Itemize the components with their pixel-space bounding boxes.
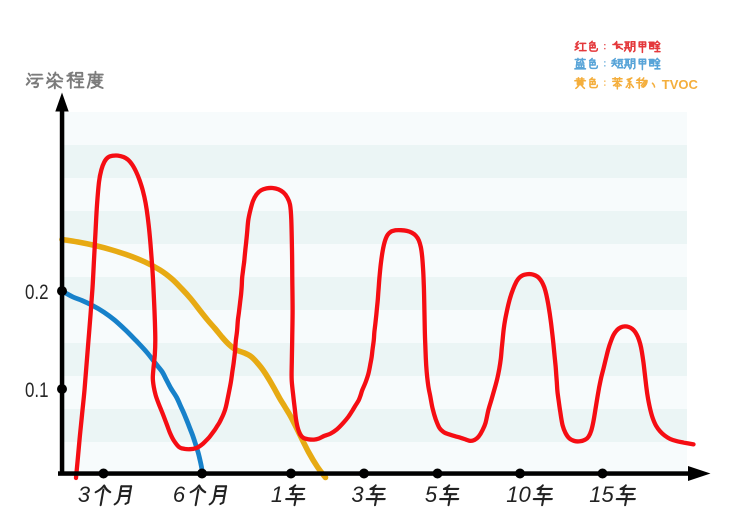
svg-text:TVOC: TVOC xyxy=(662,77,699,92)
svg-text:5: 5 xyxy=(425,482,438,507)
svg-text:6: 6 xyxy=(173,482,186,507)
svg-text:0.1: 0.1 xyxy=(25,378,49,402)
svg-text:0.2: 0.2 xyxy=(25,280,49,304)
svg-text:10: 10 xyxy=(506,482,531,507)
svg-text:1: 1 xyxy=(271,482,283,507)
svg-text:3: 3 xyxy=(78,482,91,507)
svg-text:3: 3 xyxy=(351,482,364,507)
svg-text:15: 15 xyxy=(589,482,614,507)
